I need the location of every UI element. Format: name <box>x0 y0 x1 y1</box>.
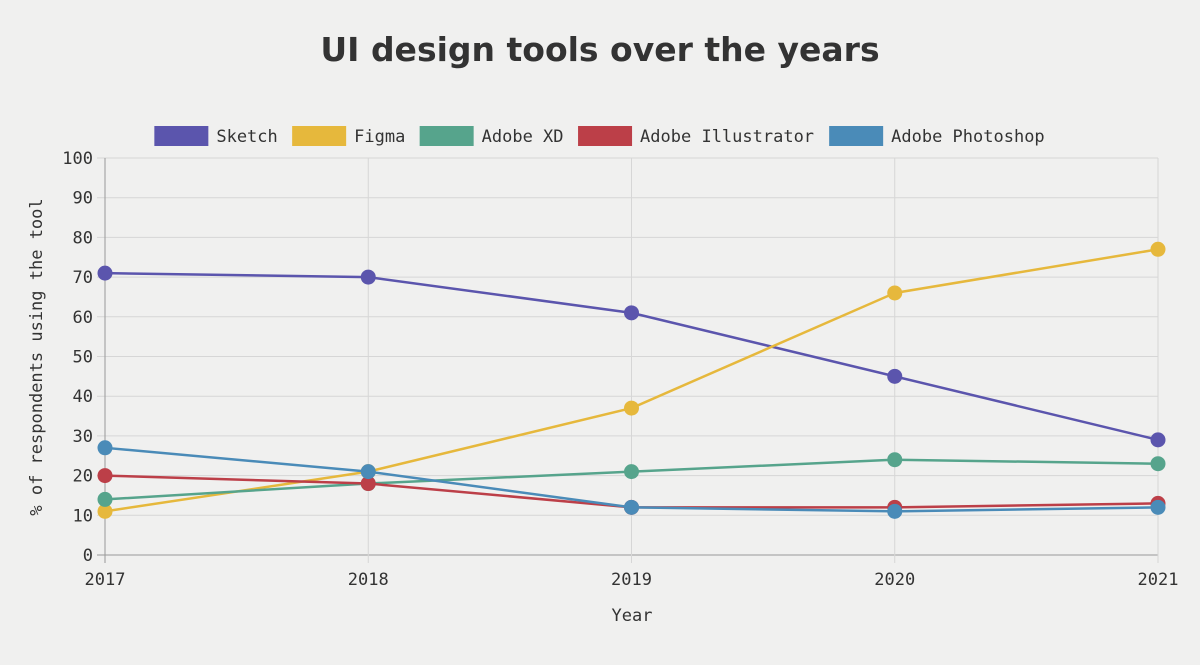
y-tick-label: 70 <box>73 268 93 288</box>
series-group <box>97 241 1166 519</box>
y-tick-label: 10 <box>73 506 93 526</box>
y-axis-label: % of respondents using the tool <box>27 198 47 515</box>
legend-swatch <box>292 126 347 146</box>
legend-label: Adobe XD <box>482 127 564 147</box>
y-tick-label: 0 <box>83 546 93 566</box>
legend-label: Adobe Illustrator <box>640 127 814 147</box>
data-point[interactable] <box>624 464 639 480</box>
x-tick-label: 2018 <box>348 570 389 590</box>
data-point[interactable] <box>887 503 903 519</box>
legend-item[interactable]: Sketch <box>154 126 278 147</box>
legend-item[interactable]: Adobe XD <box>419 126 564 147</box>
data-point[interactable] <box>1150 241 1166 257</box>
legend: Sketch Figma Adobe XD Adobe Illustrator Adob… <box>154 126 1045 147</box>
x-tick-label: 2020 <box>874 570 915 590</box>
data-point[interactable] <box>97 491 113 507</box>
x-tick-label: 2017 <box>85 570 126 590</box>
y-tick-label: 40 <box>73 387 93 407</box>
series-adobe-photoshop <box>97 440 1166 519</box>
data-point[interactable] <box>624 305 639 321</box>
data-point[interactable] <box>624 400 639 416</box>
y-tick-label: 80 <box>73 228 93 248</box>
y-tick-label: 30 <box>73 427 93 447</box>
x-tick-label: 2021 <box>1138 570 1179 590</box>
legend-label: Sketch <box>216 127 277 147</box>
data-point[interactable] <box>360 476 376 492</box>
y-tick-label: 60 <box>73 308 93 328</box>
x-tick-label: 2019 <box>611 570 652 590</box>
chart-title: UI design tools over the years <box>320 30 880 69</box>
legend-swatch <box>578 126 633 146</box>
data-point[interactable] <box>887 452 903 468</box>
legend-swatch <box>419 126 474 146</box>
data-point[interactable] <box>1150 499 1166 515</box>
y-tick-label: 50 <box>73 348 93 368</box>
data-point[interactable] <box>1150 432 1166 448</box>
y-tick-label: 100 <box>62 149 93 169</box>
data-point[interactable] <box>97 265 113 281</box>
data-point[interactable] <box>360 269 376 285</box>
y-tick-label: 20 <box>73 467 93 487</box>
legend-item[interactable]: Adobe Photoshop <box>829 126 1045 147</box>
series-sketch <box>97 265 1166 448</box>
data-point[interactable] <box>624 499 639 515</box>
legend-swatch <box>829 126 884 146</box>
x-axis-ticks: 2017 2018 2019 2020 2021 <box>85 570 1179 590</box>
x-axis-label: Year <box>612 606 653 626</box>
data-point[interactable] <box>1150 456 1166 472</box>
y-tick-label: 90 <box>73 189 93 209</box>
legend-label: Adobe Photoshop <box>891 127 1045 147</box>
data-point[interactable] <box>360 464 376 480</box>
y-axis-ticks: 0 10 20 30 40 50 60 70 80 90 100 <box>62 149 93 566</box>
data-point[interactable] <box>887 368 903 384</box>
legend-item[interactable]: Figma <box>292 126 405 147</box>
legend-label: Figma <box>354 127 405 147</box>
legend-swatch <box>154 126 209 146</box>
data-point[interactable] <box>887 285 903 301</box>
legend-item[interactable]: Adobe Illustrator <box>578 126 814 147</box>
data-point[interactable] <box>97 468 113 484</box>
data-point[interactable] <box>97 503 113 519</box>
data-point[interactable] <box>97 440 113 456</box>
